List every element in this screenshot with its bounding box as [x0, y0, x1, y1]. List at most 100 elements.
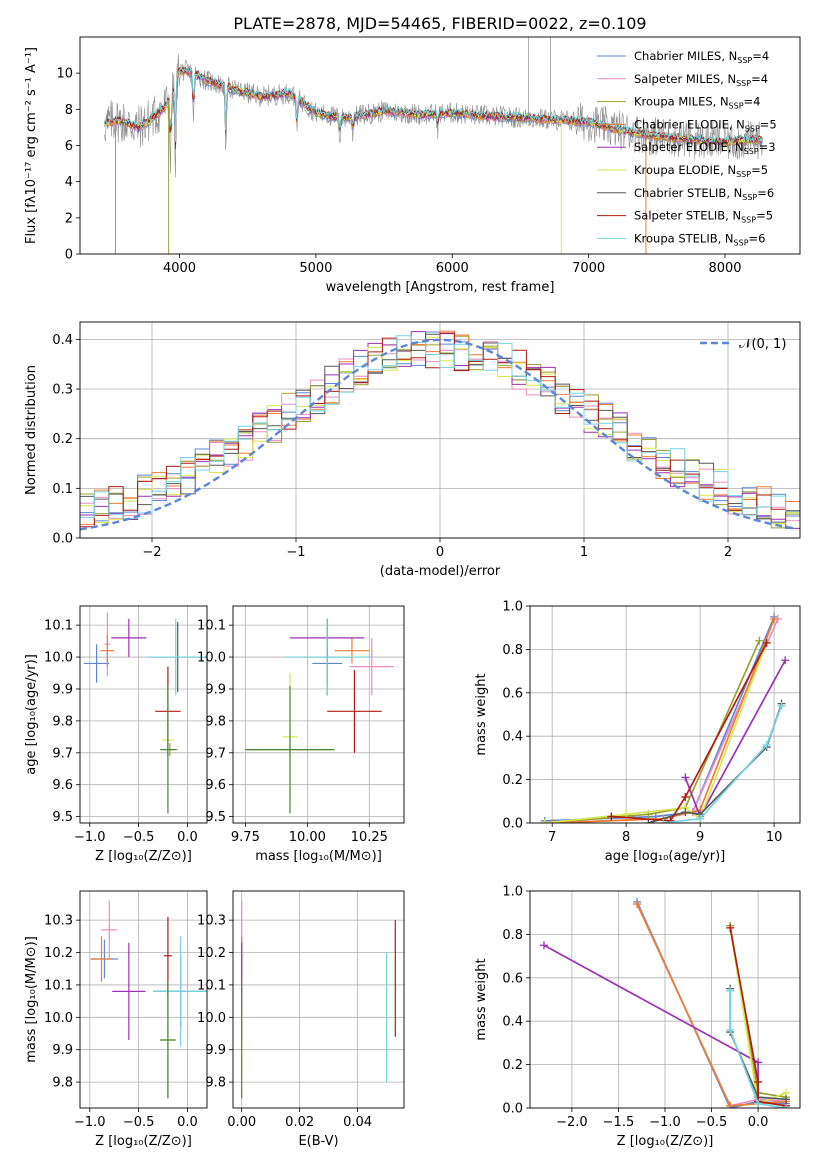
- weight-marker: [540, 819, 549, 823]
- y-tick-label: 9.7: [52, 746, 73, 761]
- x-tick-label: 5000: [299, 261, 332, 276]
- y-tick-label: 0.2: [502, 1058, 523, 1073]
- y-tick-label: 0.8: [502, 928, 523, 943]
- x-axis-label: (data-model)/error: [380, 564, 501, 579]
- y-axis-label: mass weight: [474, 673, 489, 755]
- y-tick-label: 2: [65, 211, 73, 226]
- x-tick-label: 6000: [436, 261, 469, 276]
- y-tick-label: 10.0: [197, 651, 226, 666]
- weight-marker: [726, 1101, 735, 1108]
- legend-label: Kroupa ELODIE, NSSP=5: [634, 163, 768, 179]
- y-tick-label: 0.0: [502, 1102, 523, 1117]
- legend-label: Chabrier STELIB, NSSP=6: [634, 186, 774, 202]
- weight-marker: [539, 941, 548, 950]
- legend-label: 𝒩(0, 1): [739, 337, 786, 352]
- mass_weight_vs_Z-lines: [539, 897, 791, 1108]
- legend-label: Kroupa MILES, NSSP=4: [634, 95, 760, 111]
- y-tick-label: 10.0: [197, 1011, 226, 1026]
- y-axis-label: Normed distribution: [24, 365, 39, 495]
- y-tick-label: 0.2: [52, 432, 73, 447]
- y-tick-label: 0.6: [502, 686, 523, 701]
- axes-frame: [79, 890, 208, 1109]
- x-axis-label: wavelength [Angstrom, rest frame]: [326, 280, 555, 295]
- y-tick-label: 9.9: [52, 1043, 73, 1058]
- y-tick-label: 4: [65, 175, 73, 190]
- weight-marker: [782, 1104, 791, 1108]
- y-tick-label: 9.8: [52, 714, 73, 729]
- legend-label: Salpeter STELIB, NSSP=5: [634, 209, 773, 225]
- x-tick-label: −1.0: [74, 830, 106, 845]
- mass_weight_vs_age-lines: [540, 612, 790, 823]
- weight-marker: [726, 986, 735, 995]
- y-tick-label: 10.1: [44, 978, 73, 993]
- weight-marker: [644, 819, 653, 823]
- axes-frame: [232, 605, 405, 824]
- y-tick-label: 9.8: [205, 714, 226, 729]
- y-tick-label: 10.0: [44, 1011, 73, 1026]
- weight-marker: [777, 701, 786, 710]
- y-tick-label: 0: [65, 248, 73, 263]
- y-tick-label: 9.8: [52, 1076, 73, 1091]
- y-tick-label: 9.9: [52, 682, 73, 697]
- y-tick-label: 9.6: [52, 778, 73, 793]
- y-tick-label: 0.2: [502, 773, 523, 788]
- x-tick-label: 7000: [572, 261, 605, 276]
- residuals-legend: 𝒩(0, 1): [700, 337, 786, 352]
- y-tick-label: 1.0: [502, 885, 523, 900]
- spectrum-traces: [104, 37, 764, 254]
- weight-marker: [633, 900, 642, 909]
- x-axis-label: E(B-V): [298, 1134, 338, 1149]
- y-tick-label: 0.0: [52, 532, 73, 547]
- x-tick-label: −0.5: [123, 1115, 155, 1130]
- weight-marker: [659, 819, 668, 823]
- age_vs_mass-panel: 9.75 10.00 10.25 9.5 9.6 9.7 9.8 9.9 10.0 10.1 mas…: [197, 605, 405, 864]
- y-tick-label: 10.2: [44, 946, 73, 961]
- y-tick-label: 10.0: [44, 651, 73, 666]
- y-tick-label: 9.7: [205, 746, 226, 761]
- mass_vs_ebv-points: [241, 900, 396, 1099]
- histogram-group: [80, 330, 800, 531]
- y-tick-label: 10.2: [197, 946, 226, 961]
- x-tick-label: −0.5: [696, 1115, 728, 1130]
- weight-marker: [548, 819, 557, 823]
- legend-label: Chabrier MILES, NSSP=4: [634, 49, 769, 65]
- x-axis-label: Z [log₁₀(Z/Z⊙)]: [95, 1134, 192, 1149]
- weight-marker: [762, 740, 771, 749]
- weight-marker: [762, 638, 771, 647]
- x-tick-label: −2.0: [556, 1115, 588, 1130]
- weight-marker: [726, 923, 735, 932]
- y-tick-label: 6: [65, 139, 73, 154]
- x-tick-label: 0.0: [177, 830, 198, 845]
- weight-marker: [726, 1025, 735, 1034]
- axes-frame: [232, 890, 405, 1109]
- y-tick-label: 10.3: [197, 914, 226, 929]
- x-tick-label: 9: [696, 830, 704, 845]
- y-tick-label: 1.0: [502, 600, 523, 615]
- y-tick-label: 0.4: [502, 730, 523, 745]
- weight-line-s_stelib: [729, 927, 787, 1107]
- y-tick-label: 0.1: [52, 482, 73, 497]
- y-tick-label: 9.5: [205, 810, 226, 825]
- weight-marker: [754, 1099, 763, 1108]
- spectrum-panel: 4000 5000 6000 7000 8000 0 2 4 6 8 10 wavelength [A…: [24, 36, 801, 295]
- weight-marker: [681, 773, 690, 782]
- x-tick-label: 2: [724, 545, 732, 560]
- age_vs_mass-points: [245, 618, 395, 814]
- x-tick-label: 0.04: [343, 1115, 372, 1130]
- y-tick-label: 10: [56, 67, 73, 82]
- legend-label: Chabrier ELODIE, NSSP=5: [634, 117, 777, 133]
- figure-title: PLATE=2878, MJD=54465, FIBERID=0022, z=0…: [233, 14, 646, 33]
- mass_vs_Z-panel: −1.0 −0.5 0.0 9.8 9.9 10.0 10.1 10.2 10.3 Z [log₁…: [24, 890, 208, 1149]
- y-tick-label: 0.4: [52, 333, 73, 348]
- age_vs_Z-panel: −1.0 −0.5 0.0 9.5 9.6 9.7 9.8 9.9 10.0 10.1 Z [log…: [24, 605, 208, 864]
- mass_vs_ebv-panel: 0.00 0.02 0.04 9.8 9.9 10.0 10.1 10.2 10.3 E(B-V): [197, 890, 405, 1149]
- y-tick-label: 0.0: [502, 817, 523, 832]
- y-tick-label: 10.1: [197, 978, 226, 993]
- x-tick-label: 0.0: [748, 1115, 769, 1130]
- y-tick-label: 9.9: [205, 1043, 226, 1058]
- y-tick-label: 0.3: [52, 383, 73, 398]
- x-tick-label: −1: [286, 545, 305, 560]
- weight-line-k_stelib: [663, 705, 783, 823]
- mass_weight_vs_Z-panel: −2.0 −1.5 −1.0 −0.5 0.0 0.0 0.2 0.4 0.6 0.8 1.0 Z […: [474, 885, 801, 1149]
